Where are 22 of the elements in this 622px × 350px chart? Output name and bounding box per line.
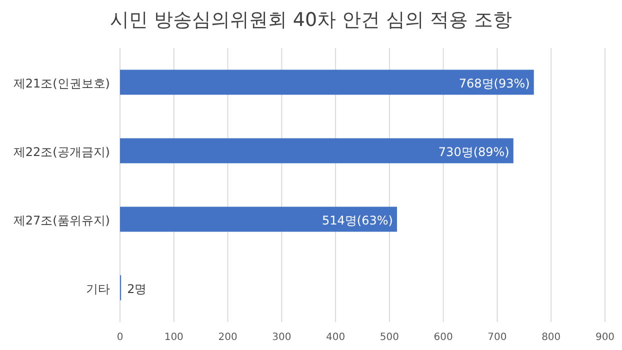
y-tick-label: 제21조(인권보호) (13, 76, 110, 90)
data-label: 514명(63%) (322, 213, 393, 228)
x-tick-label: 0 (116, 332, 124, 343)
x-tick-label: 300 (272, 332, 292, 343)
x-tick-label: 200 (218, 332, 238, 343)
y-tick-label: 제27조(품위유지) (13, 213, 110, 228)
x-tick-label: 100 (164, 332, 184, 343)
x-tick-label: 400 (326, 332, 346, 343)
data-label: 2명 (127, 282, 147, 296)
bar (120, 206, 397, 232)
x-tick-label: 500 (380, 332, 399, 343)
x-tick-label: 700 (488, 332, 507, 343)
data-label: 768명(93%) (458, 76, 530, 90)
y-tick-label: 기타 (86, 282, 110, 296)
data-label: 730명(89%) (438, 144, 510, 159)
x-tick-label: 600 (434, 332, 453, 343)
y-tick-label: 제22조(공개금지) (13, 144, 110, 159)
bar (120, 138, 514, 164)
chart-title: 시민 방송심의위원회 40차 안건 심의 적용 조항 (110, 9, 512, 31)
bar (120, 70, 534, 95)
x-tick-label: 900 (595, 332, 615, 343)
x-tick-label: 800 (542, 332, 561, 343)
